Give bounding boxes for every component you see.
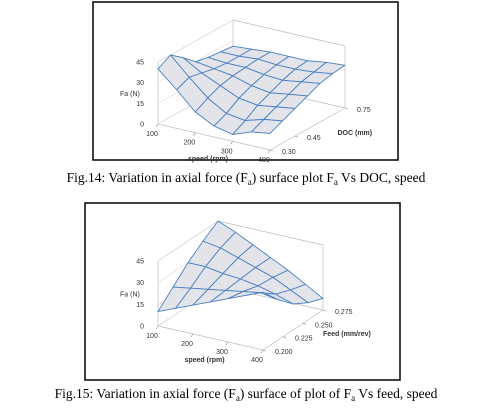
y-tick-label: 0.200 <box>275 349 293 356</box>
caption-text: ) surface plot F <box>252 170 335 185</box>
x-tick-label: 400 <box>251 357 263 364</box>
x-tick-label: 100 <box>146 333 158 340</box>
caption-text: Vs DOC, speed <box>338 170 426 185</box>
axis-box-edge <box>262 309 324 351</box>
x-axis-label: speed (rpm) <box>184 357 224 364</box>
caption-subscript: a <box>334 177 338 187</box>
tick-mark <box>190 333 194 338</box>
z-tick-label: 15 <box>136 101 144 108</box>
caption-text: Vs feed, speed <box>355 386 437 401</box>
x-tick-label: 400 <box>258 157 270 164</box>
z-tick-label: 0 <box>140 324 144 331</box>
x-axis-label: speed (rpm) <box>188 156 228 163</box>
z-tick-label: 45 <box>136 60 144 67</box>
z-tick-label: 15 <box>136 302 144 309</box>
tick-mark <box>225 341 229 346</box>
tick-mark <box>155 325 159 330</box>
grid-line <box>157 220 219 262</box>
caption-subscript: a <box>248 177 252 187</box>
caption-subscript: a <box>236 393 240 403</box>
tick-mark <box>267 149 271 154</box>
tick-mark <box>262 349 267 352</box>
z-axis-label: Fa (N) <box>120 91 140 98</box>
tick-mark <box>344 107 349 110</box>
z-tick-label: 30 <box>136 280 144 287</box>
caption-text: Fig.14: Variation in axial force (F <box>67 170 249 185</box>
figure-frame <box>92 1 399 161</box>
caption-subscript: a <box>351 393 355 403</box>
y-axis-label: Feed (mm/rev) <box>323 331 371 338</box>
x-tick-label: 300 <box>216 349 228 356</box>
tick-mark <box>282 336 287 338</box>
y-axis-label: DOC (mm) <box>338 130 373 137</box>
axis-box-edge <box>269 107 346 151</box>
x-tick-label: 200 <box>183 140 195 147</box>
z-axis-label: Fa (N) <box>120 292 140 299</box>
x-tick-label: 100 <box>146 131 158 138</box>
tick-mark <box>230 141 233 145</box>
tick-mark <box>260 349 264 354</box>
axis-box-edge <box>157 123 271 151</box>
x-tick-label: 200 <box>181 341 193 348</box>
surface-cell <box>250 118 283 134</box>
axis-box-edge <box>217 220 324 246</box>
tick-mark <box>193 132 196 136</box>
tick-mark <box>294 135 299 138</box>
y-tick-label: 0.275 <box>335 309 353 316</box>
y-tick-label: 0.30 <box>282 149 296 156</box>
caption-text: ) surface of plot of F <box>240 386 352 401</box>
caption: Fig.14: Variation in axial force (Fa) su… <box>67 170 426 187</box>
y-tick-label: 0.250 <box>315 322 333 329</box>
surface-cell <box>245 291 279 301</box>
z-tick-label: 45 <box>136 259 144 266</box>
axis-box-edge <box>232 19 346 47</box>
y-tick-label: 0.225 <box>295 336 313 343</box>
tick-mark <box>322 309 327 312</box>
y-tick-label: 0.75 <box>357 107 371 114</box>
caption-text: Fig.15: Variation in axial force (F <box>55 386 237 401</box>
figure-frame <box>84 202 401 381</box>
axis-box-edge <box>157 325 264 351</box>
y-tick-label: 0.45 <box>307 135 321 142</box>
tick-mark <box>155 123 159 128</box>
x-tick-label: 300 <box>221 148 233 155</box>
z-tick-label: 30 <box>136 80 144 87</box>
tick-mark <box>302 323 307 325</box>
tick-mark <box>269 149 274 152</box>
caption: Fig.15: Variation in axial force (Fa) su… <box>55 386 438 403</box>
z-tick-label: 0 <box>140 122 144 129</box>
